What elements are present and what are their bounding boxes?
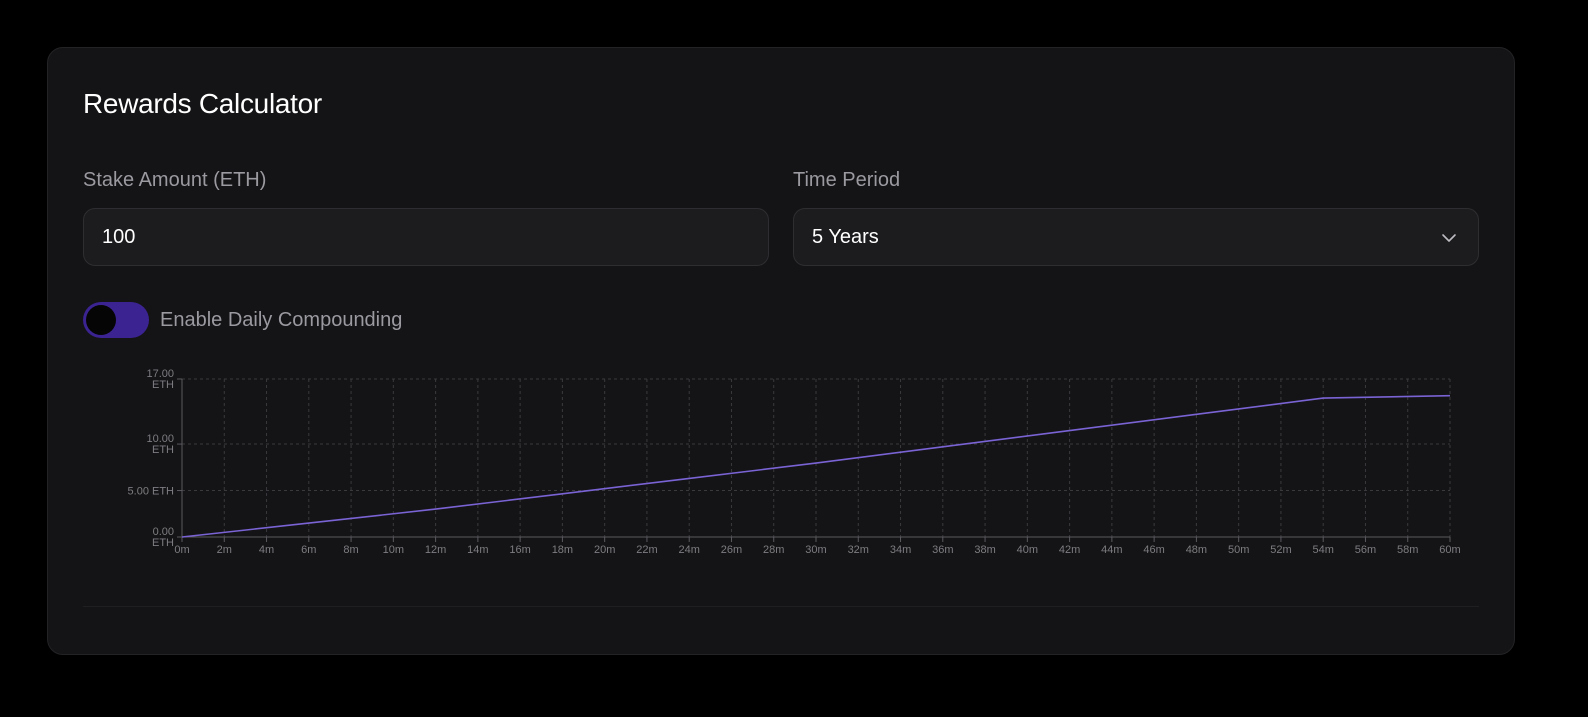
stake-amount-input[interactable] xyxy=(102,225,768,249)
y-tick-label: ETH xyxy=(152,444,174,456)
x-tick-label: 22m xyxy=(636,544,657,556)
x-tick-label: 18m xyxy=(552,544,573,556)
compounding-toggle[interactable] xyxy=(83,302,149,338)
x-tick-label: 60m xyxy=(1439,544,1460,556)
x-tick-label: 28m xyxy=(763,544,784,556)
x-tick-label: 32m xyxy=(848,544,869,556)
x-tick-label: 20m xyxy=(594,544,615,556)
x-tick-label: 24m xyxy=(678,544,699,556)
x-tick-label: 56m xyxy=(1355,544,1376,556)
y-tick-label: ETH xyxy=(152,379,174,391)
y-tick-label: ETH xyxy=(152,537,174,549)
x-tick-label: 6m xyxy=(301,544,316,556)
time-period-value: 5 Years xyxy=(812,225,879,248)
y-tick-label: 5.00 ETH xyxy=(128,486,175,498)
x-tick-label: 30m xyxy=(805,544,826,556)
section-divider xyxy=(83,606,1479,607)
x-tick-label: 46m xyxy=(1143,544,1164,556)
series-line xyxy=(181,394,1451,538)
x-tick-label: 48m xyxy=(1186,544,1207,556)
x-tick-label: 0m xyxy=(174,544,189,556)
x-tick-label: 16m xyxy=(509,544,530,556)
y-tick-label: 10.00 xyxy=(146,433,174,445)
time-period-label: Time Period xyxy=(793,169,901,191)
x-tick-label: 54m xyxy=(1312,544,1333,556)
x-tick-label: 8m xyxy=(343,544,358,556)
x-tick-label: 44m xyxy=(1101,544,1122,556)
x-tick-label: 10m xyxy=(383,544,404,556)
card-title: Rewards Calculator xyxy=(83,88,322,119)
rewards-calculator-card: Rewards Calculator Stake Amount (ETH) Ti… xyxy=(47,47,1515,655)
stake-amount-field[interactable] xyxy=(83,208,769,266)
x-tick-label: 12m xyxy=(425,544,446,556)
x-tick-label: 4m xyxy=(259,544,274,556)
compounding-label: Enable Daily Compounding xyxy=(160,309,403,331)
x-tick-label: 34m xyxy=(890,544,911,556)
x-tick-label: 26m xyxy=(721,544,742,556)
toggle-knob xyxy=(86,305,116,335)
rewards-line-chart: 0m 2m 4m 6m 8m 10m 12m 14m 16m 18m 20m 22m 24m 26m 28m… xyxy=(128,368,1461,556)
y-tick-label: 0.00 xyxy=(153,526,174,538)
x-tick-label: 52m xyxy=(1270,544,1291,556)
stake-amount-label: Stake Amount (ETH) xyxy=(83,169,267,191)
x-tick-label: 36m xyxy=(932,544,953,556)
x-tick-label: 40m xyxy=(1017,544,1038,556)
x-tick-label: 58m xyxy=(1397,544,1418,556)
x-tick-label: 14m xyxy=(467,544,488,556)
chevron-down-icon xyxy=(1442,234,1456,242)
x-tick-label: 50m xyxy=(1228,544,1249,556)
x-tick-label: 42m xyxy=(1059,544,1080,556)
y-tick-label: 17.00 xyxy=(146,368,174,380)
x-tick-label: 38m xyxy=(974,544,995,556)
x-tick-label: 2m xyxy=(217,544,232,556)
time-period-select[interactable]: 5 Years xyxy=(793,208,1479,266)
